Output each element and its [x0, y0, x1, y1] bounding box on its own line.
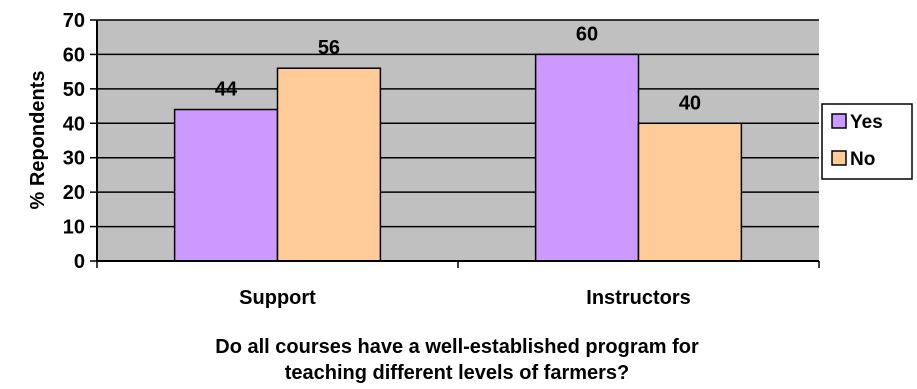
data-labels: 44 56 60 40 [215, 23, 701, 114]
bar-yes-support [173, 108, 279, 262]
y-tick-label: 0 [74, 251, 85, 273]
legend-swatch-yes [831, 113, 847, 129]
x-ticks: Support Instructors [96, 261, 820, 309]
legend-swatch-no [831, 150, 847, 166]
y-tick-label: 30 [63, 148, 85, 170]
x-axis-title-line-1: Do all courses have a well-established p… [215, 336, 699, 358]
x-tick-label: Support [239, 287, 316, 309]
legend-label-no: No [850, 149, 875, 170]
legend: Yes No [821, 103, 913, 180]
y-tick-label: 20 [63, 182, 85, 204]
y-tick-label: 70 [63, 10, 85, 32]
y-tick-label: 40 [63, 113, 85, 135]
y-tick-label: 50 [63, 79, 85, 101]
y-tick-label: 10 [63, 217, 85, 239]
y-ticks: 0 10 20 30 40 50 60 70 [63, 10, 97, 273]
x-axis-title-line-2: teaching different levels of farmers? [285, 362, 630, 384]
data-label: 40 [679, 92, 701, 114]
data-label: 56 [318, 37, 340, 59]
data-label: 44 [215, 79, 238, 101]
data-label: 60 [576, 23, 598, 45]
legend-label-yes: Yes [850, 112, 883, 133]
bar-yes-instructors [534, 53, 640, 262]
bar-no-instructors [637, 122, 743, 262]
y-axis-title: % Repondents [27, 71, 49, 210]
bar-no-support [276, 67, 382, 262]
x-tick-label: Instructors [586, 287, 690, 309]
y-tick-label: 60 [63, 44, 85, 66]
